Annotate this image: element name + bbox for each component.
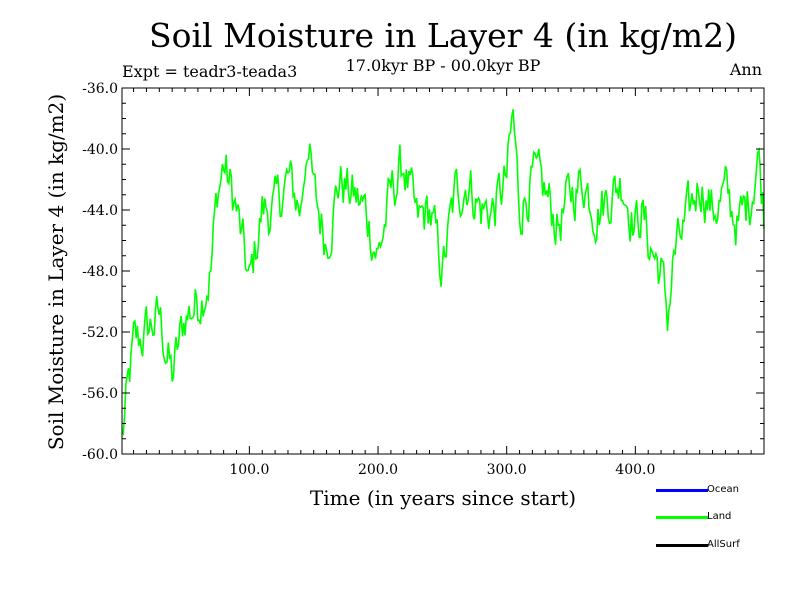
- plot-frame: [121, 87, 765, 455]
- y-tick-label: -40.0: [82, 142, 118, 158]
- legend-swatch-allsurf: [656, 544, 708, 547]
- chart-subtitle: 17.0kyr BP - 00.0kyr BP: [345, 56, 541, 75]
- series-line-land: [121, 109, 765, 436]
- legend-swatch-ocean: [656, 489, 708, 492]
- x-tick-label: 100.0: [229, 462, 269, 478]
- y-tick-label: -56.0: [82, 386, 118, 402]
- x-tick-label: 200.0: [358, 462, 398, 478]
- x-tick-label: 300.0: [487, 462, 527, 478]
- y-tick-label: -60.0: [82, 447, 118, 463]
- legend-label-ocean: Ocean: [707, 484, 739, 495]
- chart-title: Soil Moisture in Layer 4 (in kg/m2): [149, 16, 737, 55]
- x-axis-label: Time (in years since start): [309, 486, 577, 510]
- legend-swatch-land: [656, 516, 708, 519]
- y-tick-label: -48.0: [82, 264, 118, 280]
- y-tick-label: -36.0: [82, 81, 118, 97]
- season-label: Ann: [729, 60, 762, 79]
- x-tick-label: 400.0: [615, 462, 655, 478]
- y-tick-label: -52.0: [82, 325, 118, 341]
- experiment-label: Expt = teadr3-teada3: [122, 62, 298, 81]
- legend-label-allsurf: AllSurf: [707, 539, 740, 550]
- legend-label-land: Land: [707, 511, 732, 522]
- y-tick-label: -44.0: [82, 203, 118, 219]
